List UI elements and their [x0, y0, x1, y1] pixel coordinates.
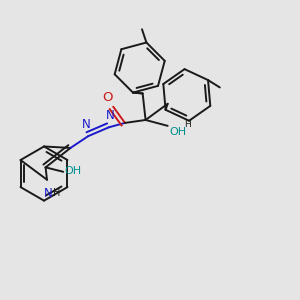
Text: N: N: [82, 118, 91, 131]
Text: O: O: [102, 91, 112, 104]
Text: H: H: [53, 188, 60, 198]
Text: N: N: [44, 187, 53, 200]
Text: OH: OH: [65, 166, 82, 176]
Text: OH: OH: [169, 127, 186, 137]
Text: N: N: [106, 109, 115, 122]
Text: H: H: [184, 120, 190, 129]
